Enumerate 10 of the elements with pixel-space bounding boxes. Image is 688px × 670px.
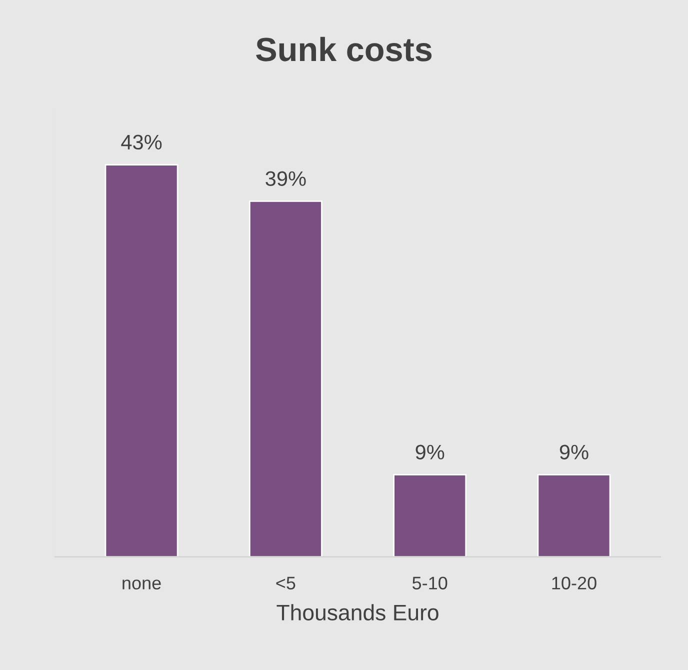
x-axis-title: Thousands Euro <box>276 604 438 620</box>
x-tick-label: none <box>122 580 161 590</box>
x-tick-label: 10-20 <box>552 576 596 590</box>
data-label: 9% <box>416 444 444 460</box>
x-tick-label: <5 <box>276 576 296 590</box>
data-label: 9% <box>560 444 588 460</box>
data-label: 43% <box>121 134 162 150</box>
chart-title: Sunk costs <box>256 36 432 62</box>
x-tick-label: 5-10 <box>412 576 448 590</box>
data-label: 39% <box>266 171 306 186</box>
